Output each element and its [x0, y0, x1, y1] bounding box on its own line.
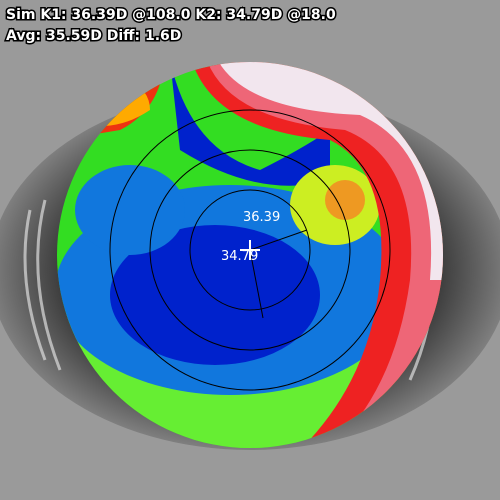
keratometry-line: Sim K1: 36.39D @108.0 K2: 34.79D @18.0 [6, 7, 336, 23]
average-line: Avg: 35.59D Diff: 1.6D [6, 28, 181, 44]
k2-label: 34.79 [221, 249, 258, 264]
k1-label: 36.39 [243, 210, 280, 225]
